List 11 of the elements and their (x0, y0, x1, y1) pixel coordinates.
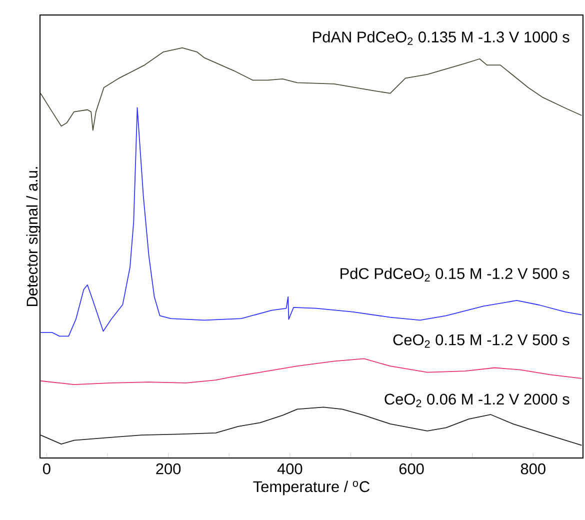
series-label: CeO$_{2}$ 0.15 M -1.2 V 500 s (393, 334, 570, 348)
x-tick-label: 600 (399, 463, 424, 474)
x-tick-label: 200 (156, 463, 181, 474)
x-axis-title: Temperature / $^{o}$C (253, 480, 370, 496)
text: PdAN PdCeO$_{2}$ 0.135 M -1.3 V 1000 s (313, 31, 570, 45)
x-tick-label: 800 (520, 463, 546, 474)
x-tick-label: 400 (277, 463, 302, 474)
y-axis-title: Detector signal / a.u. (26, 167, 41, 306)
series-label: PdC PdCeO$_{2}$ 0.15 M -1.2 V 500 s (340, 268, 570, 282)
series-label: CeO$_{2}$ 0.06 M -1.2 V 2000 s (384, 394, 570, 408)
x-tick-label: 0 (43, 463, 50, 474)
